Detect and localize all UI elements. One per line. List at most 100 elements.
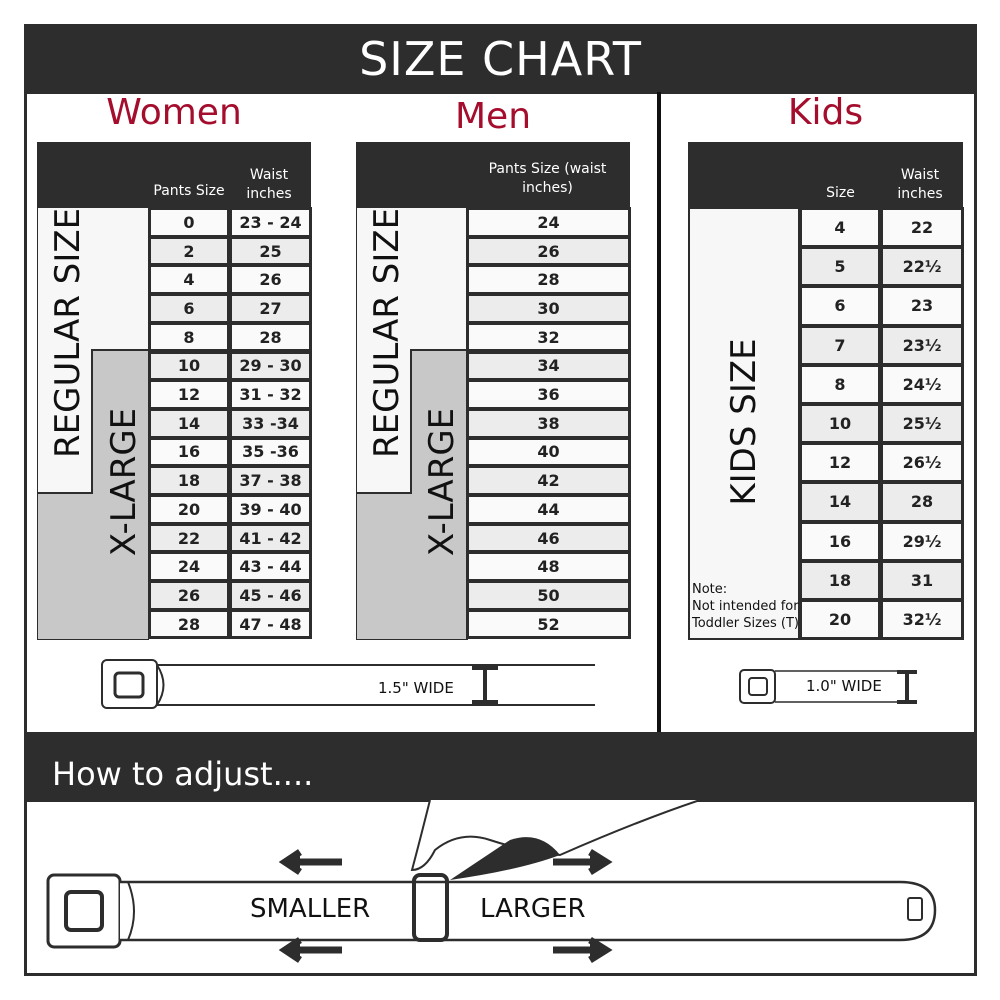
women-pants-size-cell: 2 <box>148 235 230 267</box>
kids-size-cell: 7 <box>799 324 881 366</box>
women-waist-cell: 47 - 48 <box>229 608 312 640</box>
women-waist-cell: 43 - 44 <box>229 551 312 583</box>
kids-size-cell: 6 <box>799 285 881 327</box>
men-table-header: Pants Size (waist inches) <box>356 142 630 207</box>
kids-col-size: Size <box>826 185 855 201</box>
women-waist-cell: 25 <box>229 235 312 267</box>
kids-size-label: KIDS SIZE <box>724 338 764 506</box>
women-table-header: Pants Size Waist inches <box>37 142 311 207</box>
women-pants-size-cell: 24 <box>148 551 230 583</box>
women-waist-cell: 35 -36 <box>229 436 312 468</box>
women-waist-cell: 39 - 40 <box>229 494 312 525</box>
note-line: Toddler Sizes (T) <box>692 616 799 631</box>
page-title: SIZE CHART <box>24 24 977 94</box>
men-pants-size-cell: 42 <box>466 465 631 496</box>
women-pants-size-cell: 0 <box>148 207 230 238</box>
kids-zone <box>688 207 800 640</box>
arrow-right-icon <box>553 849 613 875</box>
men-pants-size-cell: 30 <box>466 293 631 324</box>
hand-icon <box>410 800 701 872</box>
larger-label: LARGER <box>480 894 586 924</box>
kids-size-cell: 10 <box>799 403 881 445</box>
women-waist-cell: 45 - 46 <box>229 580 312 611</box>
kids-size-cell: 20 <box>799 599 881 641</box>
kids-title: Kids <box>787 92 864 133</box>
adult-belt-icon <box>101 659 595 709</box>
women-pants-size-cell: 6 <box>148 293 230 324</box>
arrow-right-icon <box>553 937 613 963</box>
men-title: Men <box>454 96 532 137</box>
arrow-left-icon <box>278 849 342 875</box>
divider <box>657 92 661 732</box>
men-size-zones <box>356 207 468 640</box>
kids-col-waist: Waist inches <box>897 167 943 202</box>
kids-waist-cell: 25½ <box>880 403 964 445</box>
xlarge-zone <box>37 349 149 640</box>
kids-width-label: 1.0" WIDE <box>806 677 882 695</box>
kids-waist-cell: 22½ <box>880 246 964 288</box>
men-col-pants-size: Pants Size (waist inches) <box>488 161 607 196</box>
women-waist-cell: 31 - 32 <box>229 379 312 410</box>
men-pants-size-cell: 52 <box>466 608 631 640</box>
note-title: Note: <box>692 582 728 597</box>
kids-waist-cell: 31 <box>880 559 964 601</box>
men-pants-size-cell: 44 <box>466 494 631 525</box>
women-waist-cell: 28 <box>229 321 312 353</box>
men-pants-size-cell: 24 <box>466 207 631 238</box>
kids-waist-cell: 23 <box>880 285 964 327</box>
men-pants-size-cell: 40 <box>466 436 631 468</box>
women-pants-size-cell: 4 <box>148 264 230 296</box>
kids-waist-cell: 22 <box>880 207 964 249</box>
kids-waist-cell: 24½ <box>880 363 964 405</box>
men-pants-size-cell: 36 <box>466 379 631 410</box>
adjust-title: How to adjust.... <box>24 732 977 802</box>
men-regular-label: REGULAR SIZE <box>367 207 407 458</box>
women-waist-cell: 26 <box>229 264 312 296</box>
women-pants-size-cell: 8 <box>148 321 230 353</box>
kids-waist-cell: 26½ <box>880 442 964 484</box>
note-line: Not intended for <box>692 599 799 614</box>
women-waist-cell: 37 - 38 <box>229 465 312 496</box>
women-col-pants-size: Pants Size <box>153 183 225 199</box>
kids-note: Note: Not intended for Toddler Sizes (T) <box>692 581 799 632</box>
men-pants-size-cell: 26 <box>466 235 631 267</box>
women-waist-cell: 41 - 42 <box>229 522 312 554</box>
women-size-zones <box>37 207 149 640</box>
hand-shadow <box>450 837 560 880</box>
men-pants-size-cell: 34 <box>466 350 631 382</box>
adjuster-slider-icon <box>412 873 449 942</box>
men-pants-size-cell: 46 <box>466 522 631 554</box>
women-pants-size-cell: 20 <box>148 494 230 525</box>
adult-width-label: 1.5" WIDE <box>378 679 454 697</box>
smaller-label: SMALLER <box>250 894 371 924</box>
women-waist-cell: 27 <box>229 293 312 324</box>
kids-size-cell: 8 <box>799 363 881 405</box>
men-pants-size-cell: 32 <box>466 321 631 353</box>
kids-size-cell: 14 <box>799 481 881 523</box>
kids-waist-cell: 28 <box>880 481 964 523</box>
men-xlarge-label: X-LARGE <box>422 407 462 557</box>
kids-size-cell: 5 <box>799 246 881 288</box>
women-pants-size-cell: 12 <box>148 379 230 410</box>
women-pants-size-cell: 10 <box>148 350 230 382</box>
women-pants-size-cell: 14 <box>148 407 230 439</box>
kids-belt-icon <box>739 669 917 704</box>
men-pants-size-cell: 50 <box>466 580 631 611</box>
kids-waist-cell: 23½ <box>880 324 964 366</box>
women-waist-cell: 29 - 30 <box>229 350 312 382</box>
kids-size-cell: 18 <box>799 559 881 601</box>
women-col-waist: Waist inches <box>246 167 292 202</box>
women-pants-size-cell: 22 <box>148 522 230 554</box>
arrow-left-icon <box>278 937 342 963</box>
kids-table-header: Size Waist inches <box>688 142 963 207</box>
kids-size-cell: 16 <box>799 520 881 562</box>
men-pants-size-cell: 28 <box>466 264 631 296</box>
kids-waist-cell: 29½ <box>880 520 964 562</box>
women-xlarge-label: X-LARGE <box>104 407 144 557</box>
women-regular-label: REGULAR SIZE <box>48 207 88 458</box>
women-pants-size-cell: 28 <box>148 608 230 640</box>
kids-size-cell: 12 <box>799 442 881 484</box>
kids-size-cell: 4 <box>799 207 881 249</box>
women-waist-cell: 33 -34 <box>229 407 312 439</box>
kids-waist-cell: 32½ <box>880 599 964 641</box>
